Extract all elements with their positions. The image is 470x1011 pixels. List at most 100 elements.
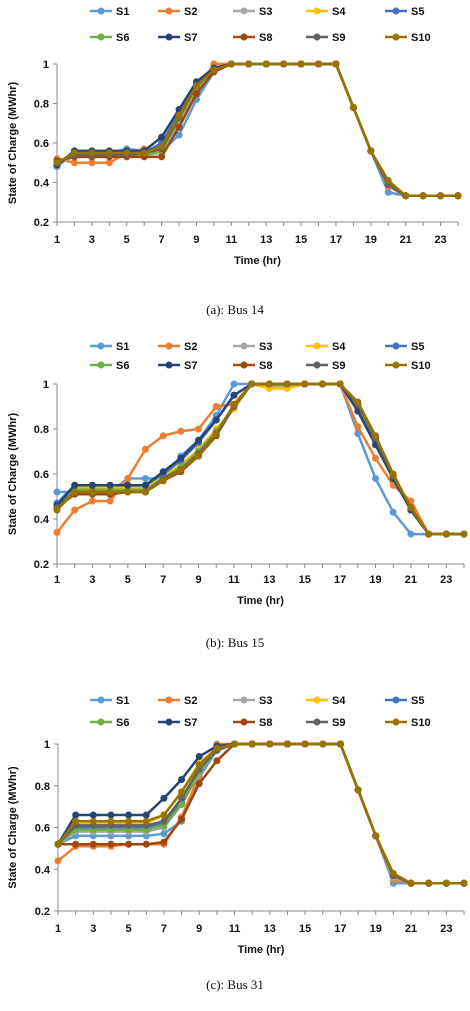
series-line-s6 — [56, 62, 458, 197]
data-point-s10 — [195, 761, 203, 769]
legend-label-s3: S3 — [259, 6, 272, 18]
data-point-s10 — [177, 466, 185, 473]
data-point-s7 — [141, 481, 149, 489]
series-s5 — [53, 60, 462, 200]
series-line-s5 — [57, 742, 464, 885]
series-line-s8 — [58, 742, 464, 885]
data-point-s2 — [54, 857, 62, 865]
x-tick-label: 19 — [365, 234, 377, 246]
data-point-s10 — [106, 488, 114, 496]
data-point-s10 — [124, 488, 132, 496]
legend-marker-s6 — [97, 33, 105, 41]
x-tick-label: 11 — [226, 234, 238, 246]
series-line-s3 — [56, 62, 458, 197]
series-line-s3 — [56, 382, 464, 536]
legend-marker-s1 — [97, 342, 105, 350]
series-line-s2 — [56, 62, 458, 197]
legend-item-s2: S2 — [158, 6, 197, 18]
x-tick-label: 5 — [126, 923, 132, 935]
data-point-s8 — [178, 815, 186, 823]
legend-label-s6: S6 — [116, 360, 129, 372]
y-tick-label: 0.2 — [34, 217, 49, 229]
data-point-s10 — [53, 159, 61, 167]
data-point-s2 — [354, 423, 362, 431]
data-point-s10 — [212, 430, 220, 437]
data-point-s10 — [142, 817, 150, 825]
data-point-s7 — [107, 811, 115, 819]
data-point-s10 — [336, 380, 344, 388]
series-line-s10 — [56, 382, 464, 536]
data-point-s10 — [105, 149, 113, 157]
series-s3 — [53, 380, 468, 538]
legend-label-s10: S10 — [411, 32, 431, 44]
legend-marker-s4 — [313, 696, 321, 704]
data-point-s10 — [367, 147, 375, 155]
data-point-s10 — [227, 60, 235, 68]
x-tick-label: 23 — [440, 574, 452, 586]
legend-item-s7: S7 — [158, 717, 197, 729]
legend-item-s10: S10 — [385, 360, 431, 372]
series-line-s6 — [57, 742, 464, 885]
data-point-s10 — [460, 879, 468, 887]
series-line-s9 — [56, 62, 458, 197]
x-tick-label: 1 — [54, 234, 60, 246]
data-point-s2 — [141, 445, 149, 453]
y-tick-label: 0.8 — [35, 781, 50, 793]
series-line-s5 — [56, 382, 464, 536]
legend-item-s10: S10 — [385, 32, 431, 44]
legend-marker-s1 — [97, 696, 105, 704]
series-line-s8 — [56, 382, 464, 536]
data-point-s10 — [384, 177, 392, 185]
data-point-s1 — [384, 188, 392, 196]
data-point-s1 — [141, 475, 149, 482]
data-point-s10 — [265, 380, 273, 388]
data-point-s9 — [178, 794, 186, 802]
x-tick-label: 17 — [330, 234, 342, 246]
data-point-s10 — [158, 143, 166, 151]
series-line-s6 — [56, 382, 464, 536]
data-point-s7 — [142, 811, 150, 819]
data-point-s1 — [389, 508, 397, 516]
data-point-s8 — [192, 90, 200, 98]
legend-label-s8: S8 — [259, 717, 272, 729]
data-point-s10 — [349, 103, 357, 111]
data-point-s10 — [175, 111, 183, 119]
data-point-s10 — [389, 470, 397, 478]
legend-label-s1: S1 — [116, 341, 129, 353]
legend-marker-s8 — [240, 361, 248, 369]
legend-marker-s3 — [240, 7, 248, 15]
x-tick-label: 11 — [229, 923, 241, 935]
series-line-s10 — [57, 742, 464, 885]
legend-marker-s2 — [165, 7, 173, 15]
legend-item-s9: S9 — [306, 360, 345, 372]
x-tick-label: 21 — [400, 234, 412, 246]
series-line-s5 — [56, 62, 458, 197]
x-tick-label: 11 — [228, 574, 240, 586]
series-s4 — [54, 740, 468, 887]
data-point-s7 — [125, 811, 133, 819]
chart-panel-b: S1 S2 S3 S4 S5 S6 S7 S8 S9 S10 0.2 0.4 0.6 0.8 1 1 3 5 7 9 1… — [0, 333, 470, 650]
data-point-s10 — [89, 817, 97, 825]
legend-item-s3: S3 — [233, 341, 272, 353]
data-point-s10 — [301, 380, 309, 388]
chart-panel-c: S1 S2 S3 S4 S5 S6 S7 S8 S9 S10 0.2 0.4 0.6 0.8 1 1 3 5 7 9 1… — [0, 667, 470, 992]
series-line-s9 — [56, 382, 464, 536]
x-tick-label: 7 — [160, 574, 166, 586]
legend-label-s2: S2 — [184, 695, 197, 707]
series-s2 — [54, 740, 468, 887]
legend-label-s9: S9 — [332, 717, 345, 729]
legend-marker-s10 — [392, 718, 400, 726]
legend-item-s6: S6 — [90, 360, 129, 372]
series-line-s2 — [57, 742, 464, 885]
x-tick-label: 13 — [264, 923, 276, 935]
y-tick-label: 0.8 — [34, 424, 49, 436]
legend-marker-s9 — [313, 33, 321, 41]
legend-item-s5: S5 — [385, 695, 424, 707]
legend-item-s6: S6 — [90, 32, 129, 44]
data-point-s7 — [160, 794, 168, 802]
legend-item-s2: S2 — [158, 695, 197, 707]
legend-marker-s4 — [313, 342, 321, 350]
legend-marker-s9 — [313, 361, 321, 369]
data-point-s10 — [213, 744, 221, 752]
x-tick-label: 21 — [405, 574, 417, 586]
